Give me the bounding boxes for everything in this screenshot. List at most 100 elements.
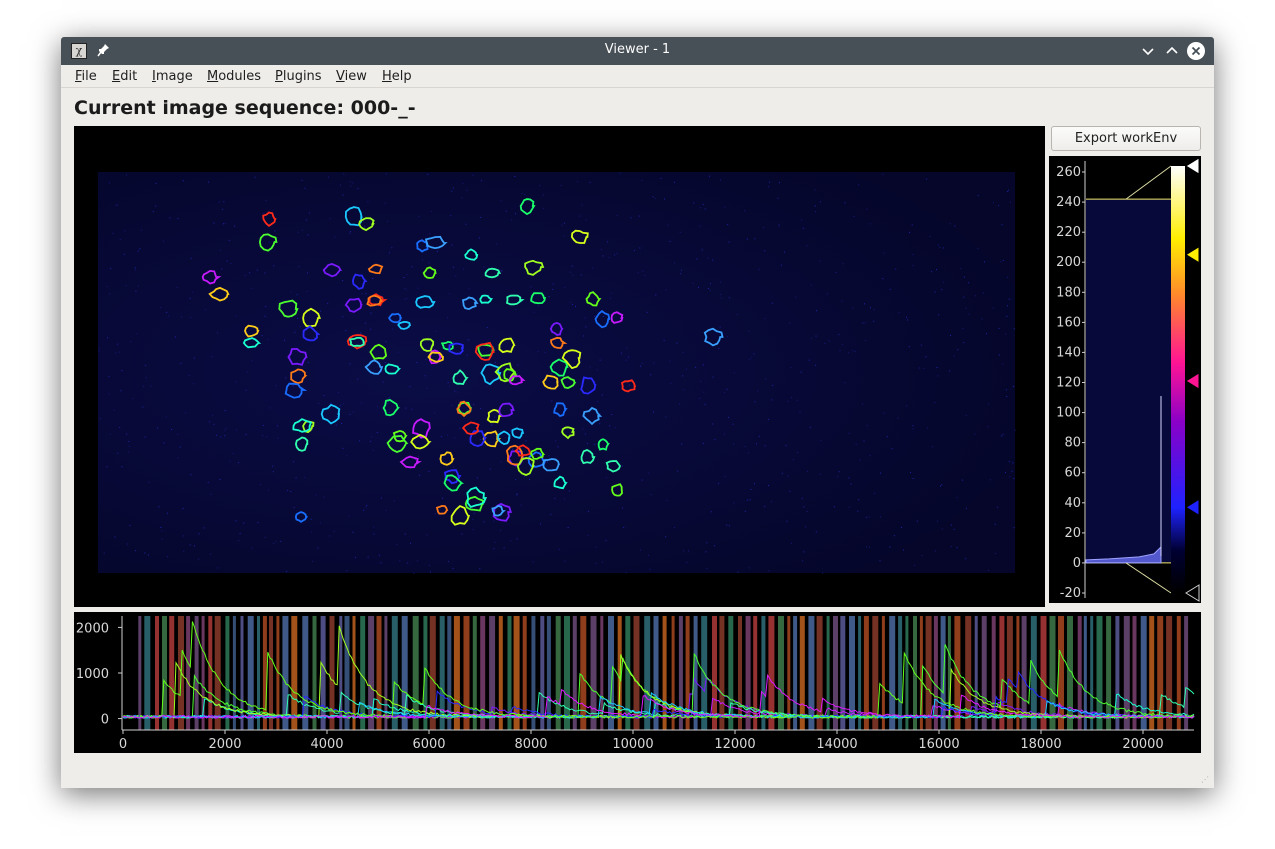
roi-outline[interactable] — [322, 263, 343, 278]
roi-outline[interactable] — [284, 382, 308, 399]
roi-outline[interactable] — [553, 475, 568, 490]
roi-outline[interactable] — [287, 347, 308, 366]
roi-outline[interactable] — [498, 402, 515, 418]
image-view[interactable] — [74, 126, 1045, 607]
roi-outline[interactable] — [461, 296, 479, 311]
roi-image[interactable] — [74, 126, 1045, 607]
roi-outline[interactable] — [492, 502, 513, 522]
roi-outline[interactable] — [498, 337, 516, 354]
roi-outline[interactable] — [549, 358, 569, 377]
roi-outline[interactable] — [419, 338, 435, 352]
roi-outline[interactable] — [519, 198, 536, 216]
roi-outline[interactable] — [542, 374, 559, 390]
roi-outline[interactable] — [443, 469, 462, 485]
roi-outline[interactable] — [594, 309, 611, 329]
roi-outline[interactable] — [435, 504, 449, 515]
trace-plot[interactable]: 2000 1000 0 0 2000 4000 6000 8000 10000 12000 1400… — [74, 612, 1201, 753]
roi-outline[interactable] — [320, 403, 341, 425]
roi-outline[interactable] — [570, 229, 589, 244]
gradient-handle[interactable] — [1185, 157, 1200, 175]
roi-outline[interactable] — [466, 486, 488, 509]
gradient-handle[interactable] — [1185, 245, 1200, 264]
roi-outline[interactable] — [392, 429, 408, 443]
roi-outline[interactable] — [262, 211, 277, 228]
gradient-handle[interactable] — [1185, 498, 1200, 517]
roi-outline[interactable] — [344, 297, 363, 313]
roi-outline[interactable] — [348, 336, 365, 347]
menu-help[interactable]: Help — [382, 69, 412, 84]
maximize-icon[interactable] — [1162, 41, 1182, 61]
menu-image[interactable]: Image — [152, 69, 193, 84]
roi-outline[interactable] — [346, 334, 368, 350]
level-region[interactable] — [1086, 199, 1171, 563]
roi-outline[interactable] — [503, 368, 518, 383]
roi-outline[interactable] — [258, 233, 278, 252]
roi-outline[interactable] — [424, 235, 448, 250]
roi-outline[interactable] — [422, 266, 437, 279]
minimize-icon[interactable] — [1138, 41, 1158, 61]
roi-outline[interactable] — [620, 379, 637, 393]
roi-outline[interactable] — [399, 455, 422, 469]
roi-outline[interactable] — [605, 460, 622, 473]
roi-outline[interactable] — [553, 402, 568, 418]
roi-outline[interactable] — [474, 341, 495, 361]
roi-outline[interactable] — [550, 336, 568, 350]
roi-outline[interactable] — [597, 438, 610, 451]
menu-file[interactable]: File — [75, 69, 97, 84]
roi-outline[interactable] — [294, 511, 309, 523]
roi-outline[interactable] — [508, 375, 526, 386]
roi-outline[interactable] — [242, 337, 262, 349]
menu-edit[interactable]: Edit — [112, 69, 138, 84]
roi-outline[interactable] — [364, 359, 384, 375]
roi-outline[interactable] — [244, 324, 260, 338]
menu-plugins[interactable]: Plugins — [275, 69, 322, 84]
roi-outline[interactable] — [530, 292, 546, 305]
roi-outline[interactable] — [278, 299, 299, 318]
roi-outline[interactable] — [386, 434, 409, 453]
roi-outline[interactable] — [480, 363, 502, 386]
roi-outline[interactable] — [497, 430, 511, 446]
roi-outline[interactable] — [351, 273, 368, 290]
roi-outline[interactable] — [358, 217, 375, 232]
roi-outline[interactable] — [542, 458, 561, 472]
roi-outline[interactable] — [461, 421, 480, 436]
gradient-bar[interactable] — [1171, 166, 1185, 593]
roi-outline[interactable] — [505, 294, 525, 306]
roi-outline[interactable] — [530, 447, 546, 460]
roi-outline[interactable] — [201, 269, 222, 285]
roi-outline[interactable] — [491, 505, 506, 517]
roi-outline[interactable] — [302, 307, 321, 328]
roi-outline[interactable] — [610, 311, 624, 324]
roi-outline[interactable] — [484, 267, 502, 279]
roi-outline[interactable] — [302, 420, 315, 434]
menu-modules[interactable]: Modules — [207, 69, 262, 84]
resize-grip[interactable]: ⋰ — [1201, 775, 1209, 784]
roi-outline[interactable] — [516, 457, 535, 476]
roi-outline[interactable] — [415, 295, 436, 309]
roi-outline[interactable] — [302, 325, 321, 342]
roi-outline[interactable] — [549, 321, 564, 336]
roi-outline[interactable] — [561, 349, 582, 370]
roi-outline[interactable] — [208, 286, 230, 302]
roi-outline[interactable] — [439, 451, 455, 466]
app-icon[interactable]: χ — [71, 43, 87, 59]
roi-outline[interactable] — [511, 427, 525, 439]
roi-outline[interactable] — [369, 343, 388, 360]
gradient-handle[interactable] — [1185, 372, 1200, 390]
roi-outline[interactable] — [382, 399, 400, 417]
roi-outline[interactable] — [479, 294, 493, 304]
roi-outline[interactable] — [290, 368, 308, 385]
roi-outline[interactable] — [448, 342, 464, 355]
pin-icon[interactable] — [97, 42, 111, 58]
roi-outline[interactable] — [582, 406, 603, 426]
histogram-lut-panel[interactable]: 260 240 220 200 180 160 140 120 100 80 60 40 20 0 -20 — [1049, 156, 1201, 603]
roi-outline[interactable] — [456, 400, 472, 418]
roi-outline[interactable] — [292, 418, 313, 433]
roi-outline[interactable] — [585, 291, 602, 307]
roi-outline[interactable] — [452, 369, 469, 385]
roi-outline[interactable] — [387, 312, 403, 324]
roi-outline[interactable] — [469, 430, 487, 448]
export-workenv-button[interactable]: Export workEnv — [1051, 126, 1201, 151]
